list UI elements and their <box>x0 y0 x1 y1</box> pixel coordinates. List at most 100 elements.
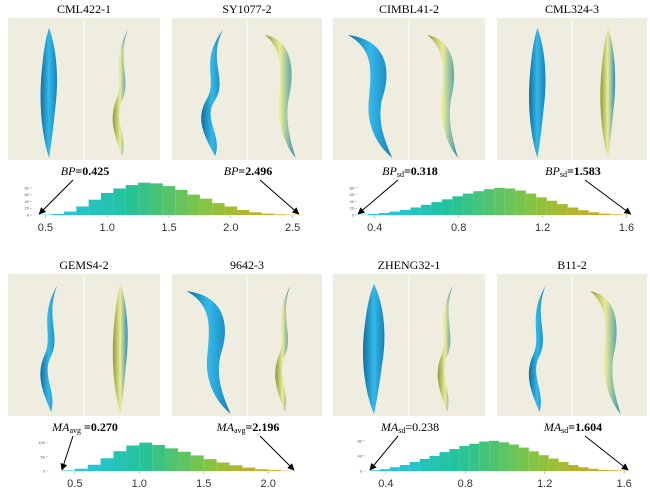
histogram-bar <box>431 202 442 215</box>
histogram-bar <box>499 442 509 471</box>
metric-label: MAavg =0.270 <box>51 420 118 435</box>
histogram-bar <box>389 211 400 215</box>
histogram-bar <box>449 449 460 471</box>
histogram-bar <box>489 440 500 471</box>
x-tick-label: 1.5 <box>196 478 211 490</box>
histogram-bar <box>125 185 139 215</box>
x-tick-label: 1.2 <box>535 222 550 234</box>
arrow <box>38 179 74 215</box>
histogram-bar <box>152 444 166 471</box>
histogram-bar <box>162 186 176 215</box>
histogram-bar <box>525 193 537 215</box>
metric-symbol: MA <box>380 420 399 434</box>
arrow <box>60 435 74 471</box>
histogram-bar <box>508 444 519 471</box>
histogram-bar <box>369 470 380 471</box>
leaf-front <box>348 35 393 158</box>
histogram-bar <box>138 182 151 215</box>
histogram-bar <box>378 212 390 215</box>
metric-symbol: MA <box>51 420 70 434</box>
histogram-bar <box>139 442 153 471</box>
leaf-title: 9642-3 <box>230 258 264 272</box>
y-tick-label: 20 <box>350 206 355 211</box>
metric-label: BP=0.425 <box>61 164 110 178</box>
metric-label: BP=2.496 <box>224 164 273 178</box>
arrow <box>259 435 295 471</box>
y-tick-label: 100 <box>38 440 45 445</box>
histogram-bar <box>515 190 526 215</box>
y-tick-label: 80 <box>358 438 363 443</box>
y-tick-label: 0 <box>352 213 355 218</box>
histogram-bar <box>187 194 200 215</box>
x-tick-label: 1.0 <box>132 478 147 490</box>
leaf-title: GEMS4-2 <box>59 258 108 272</box>
histogram-bar <box>528 451 539 471</box>
histogram-bar <box>255 469 269 471</box>
histogram-bar <box>101 192 114 215</box>
histogram-bar <box>599 213 610 215</box>
histogram-bar <box>568 464 579 471</box>
x-tick-label: 1.6 <box>616 478 631 490</box>
x-tick-label: 0.5 <box>67 478 82 490</box>
leaf-side <box>112 30 128 156</box>
x-tick-label: 2.0 <box>261 478 276 490</box>
histogram-bar <box>237 209 250 215</box>
y-tick-label: 80 <box>25 185 30 190</box>
metric-label: BPsd=0.318 <box>382 164 438 179</box>
histogram-bar <box>504 188 516 215</box>
metric-value: =2.196 <box>246 420 280 434</box>
histogram-bar <box>113 451 127 471</box>
histogram-bar <box>61 470 75 471</box>
metric-symbol: MA <box>543 420 562 434</box>
x-tick-label: 0.4 <box>367 222 382 234</box>
x-tick-label: 2.0 <box>223 222 238 234</box>
histogram-bar <box>462 193 474 215</box>
x-tick-label: 0.5 <box>38 222 53 234</box>
histogram-bar <box>175 189 188 215</box>
histogram-bar <box>548 458 559 471</box>
histogram-bar <box>469 443 480 471</box>
metric-value: =0.425 <box>75 164 109 178</box>
histogram-bar <box>113 188 126 215</box>
histogram-bar <box>578 467 589 471</box>
metric-label: MAsd=1.604 <box>543 420 602 435</box>
y-tick-label: 0 <box>43 469 46 474</box>
x-tick-label: 0.8 <box>451 222 466 234</box>
x-tick-label: 0.4 <box>378 478 393 490</box>
histogram-bar <box>100 458 114 471</box>
metric-symbol: MA <box>216 420 235 434</box>
metric-value: =0.270 <box>81 420 118 434</box>
histogram-bar <box>420 204 432 215</box>
histogram-bar <box>429 455 440 471</box>
histogram-bar <box>588 468 599 471</box>
histogram-bar <box>177 451 191 471</box>
y-tick-label: 50 <box>41 454 46 459</box>
histogram-bar <box>51 213 64 215</box>
leaf-front <box>40 286 58 412</box>
leaf-front <box>528 28 546 158</box>
y-tick-label: 80 <box>350 185 355 190</box>
y-tick-label: 0 <box>360 469 363 474</box>
histogram-bar <box>588 212 600 215</box>
metric-value: =2.496 <box>238 164 272 178</box>
x-tick-label: 2.5 <box>285 222 300 234</box>
y-tick-label: 40 <box>350 199 355 204</box>
histogram-bar <box>558 461 569 471</box>
x-tick-label: 1.0 <box>100 222 115 234</box>
histogram-bar <box>87 464 101 471</box>
y-tick-label: 60 <box>25 192 30 197</box>
arrow <box>259 179 300 215</box>
metric-subscript: sd <box>561 426 568 435</box>
histogram-bar <box>399 209 411 215</box>
metric-subscript: sd <box>397 170 404 179</box>
leaf-title: ZHENG32-1 <box>378 258 441 272</box>
y-tick-label: 40 <box>358 453 363 458</box>
leaf-title: CIMBL41-2 <box>379 2 439 16</box>
histogram-bar <box>479 441 490 471</box>
metric-subscript: sd <box>398 426 405 435</box>
histogram-bar <box>216 462 230 471</box>
arrow <box>584 435 629 471</box>
x-tick-label: 1.6 <box>619 222 634 234</box>
histogram-bar <box>598 469 609 471</box>
